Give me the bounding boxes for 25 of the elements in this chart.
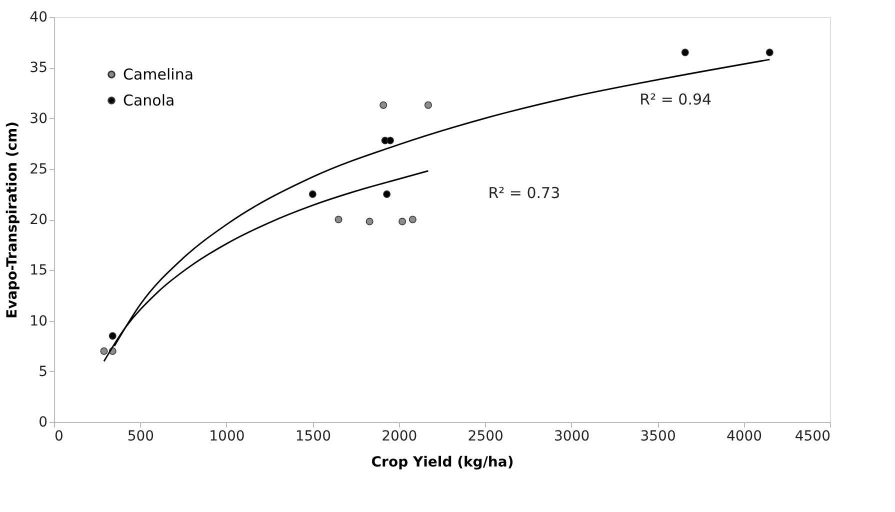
annotation: R² = 0.73 (488, 184, 560, 202)
x-tick-label: 4000 (726, 428, 762, 444)
x-axis-title: Crop Yield (kg/ha) (371, 454, 514, 470)
x-tick-label: 2000 (382, 428, 418, 444)
x-tick-label: 4500 (794, 428, 830, 444)
legend-label: Canola (123, 92, 175, 110)
annotation: R² = 0.94 (640, 90, 712, 109)
x-tick-label: 3500 (640, 428, 676, 444)
x-tick-label: 2500 (468, 428, 504, 444)
y-tick-label: 15 (30, 262, 48, 279)
x-tick-label: 3000 (554, 428, 590, 444)
y-tick-label: 20 (30, 212, 48, 228)
y-tick-label: 10 (30, 313, 48, 330)
x-tick-label: 1000 (209, 428, 245, 444)
y-tick-label: 0 (38, 414, 48, 430)
y-tick-label: 40 (30, 10, 48, 26)
legend-label: Camelina (123, 66, 194, 84)
x-tick-label: 1500 (295, 428, 331, 444)
y-axis-title: Evapo-Transpiration (cm) (4, 122, 21, 318)
y-tick-label: 35 (30, 60, 48, 76)
y-tick-label: 30 (30, 110, 48, 127)
y-tick-label: 25 (30, 161, 48, 178)
y-tick-label: 5 (38, 364, 48, 380)
x-tick-label: 0 (54, 428, 64, 444)
x-tick-label: 500 (127, 428, 154, 444)
